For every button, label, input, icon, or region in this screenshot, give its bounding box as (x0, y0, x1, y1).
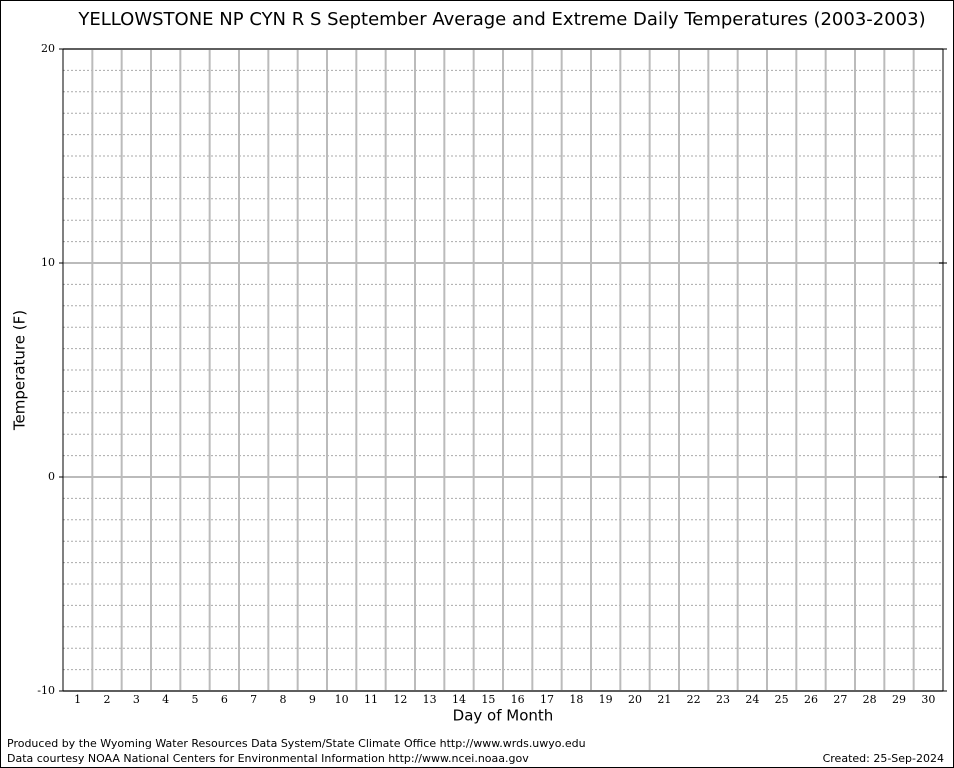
plot-border (62, 48, 944, 692)
y-tick-label: -10 (37, 684, 55, 697)
x-tick-label: 4 (162, 693, 169, 706)
x-tick-label: 11 (364, 693, 378, 706)
x-tick-label: 25 (775, 693, 789, 706)
x-tick-label: 8 (280, 693, 287, 706)
x-tick-label: 9 (309, 693, 316, 706)
x-tick-label: 7 (250, 693, 257, 706)
x-tick-label: 23 (716, 693, 730, 706)
x-tick-label: 10 (335, 693, 349, 706)
x-tick-label: 6 (221, 693, 228, 706)
x-tick-label: 29 (892, 693, 906, 706)
y-axis-label: Temperature (F) (11, 310, 29, 431)
footer-created: Created: 25-Sep-2024 (823, 752, 944, 765)
x-tick-label: 3 (133, 693, 140, 706)
x-tick-label: 22 (687, 693, 701, 706)
x-tick-label: 24 (745, 693, 759, 706)
x-tick-label: 2 (104, 693, 111, 706)
x-tick-label: 20 (628, 693, 642, 706)
x-tick-label: 17 (540, 693, 554, 706)
chart-title: YELLOWSTONE NP CYN R S September Average… (77, 9, 925, 30)
x-tick-label: 19 (599, 693, 613, 706)
y-tick-label: 10 (41, 256, 55, 269)
x-tick-label: 14 (452, 693, 466, 706)
x-tick-label: 28 (863, 693, 877, 706)
x-axis-label: Day of Month (453, 707, 554, 725)
x-tick-label: 21 (657, 693, 671, 706)
x-tick-label: 27 (833, 693, 847, 706)
footer-credit: Data courtesy NOAA National Centers for … (7, 752, 529, 765)
footer-credit: Produced by the Wyoming Water Resources … (7, 737, 586, 750)
x-tick-label: 12 (393, 693, 407, 706)
x-tick-label: 16 (511, 693, 525, 706)
x-tick-label: 18 (569, 693, 583, 706)
x-tick-label: 1 (74, 693, 81, 706)
x-tick-label: 5 (192, 693, 199, 706)
y-tick-label: 20 (41, 42, 55, 55)
x-tick-label: 26 (804, 693, 818, 706)
x-tick-label: 30 (921, 693, 935, 706)
x-tick-label: 15 (481, 693, 495, 706)
y-tick-label: 0 (48, 470, 55, 483)
x-tick-label: 13 (423, 693, 437, 706)
